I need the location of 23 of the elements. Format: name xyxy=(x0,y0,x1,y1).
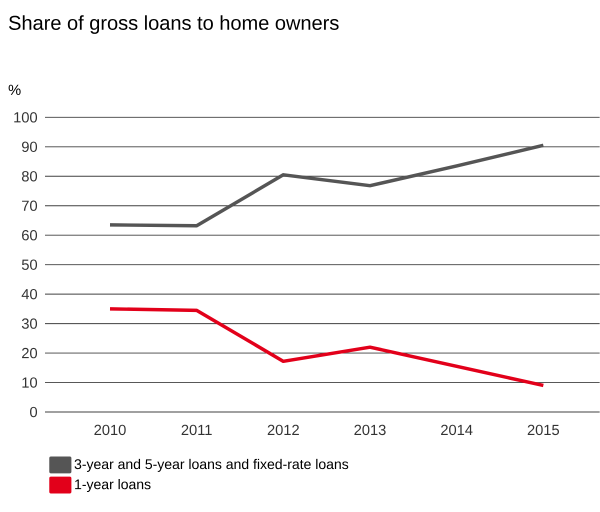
y-tick-label: 20 xyxy=(22,348,38,358)
x-tick-label: 2011 xyxy=(182,424,212,436)
y-tick-label: 100 xyxy=(14,112,38,123)
x-tick-label: 2015 xyxy=(528,424,560,436)
line-series xyxy=(108,144,546,228)
y-tick-label: 10 xyxy=(22,377,38,388)
y-tick-label: 70 xyxy=(22,200,38,211)
line-series xyxy=(108,307,546,388)
y-tick-label: 80 xyxy=(22,171,38,182)
y-tick-label: 30 xyxy=(22,318,38,329)
y-axis-title: % xyxy=(8,84,21,95)
x-tick-label: 2012 xyxy=(268,424,299,436)
chart-title: Share of gross loans to home owners xyxy=(9,15,339,34)
y-tick-label: 40 xyxy=(22,288,38,300)
x-tick-label: 2010 xyxy=(94,424,126,436)
x-tick-label: 2013 xyxy=(354,424,386,436)
x-tick-label: 2014 xyxy=(441,424,473,436)
y-tick-label: 60 xyxy=(22,230,38,240)
y-tick-label: 50 xyxy=(22,259,38,270)
legend-label: 3-year and 5-year loans and fixed-rate loans xyxy=(74,458,348,472)
legend-label: 1-year loans xyxy=(75,479,151,492)
y-tick-label: 0 xyxy=(30,406,38,418)
y-tick-label: 90 xyxy=(22,142,38,152)
